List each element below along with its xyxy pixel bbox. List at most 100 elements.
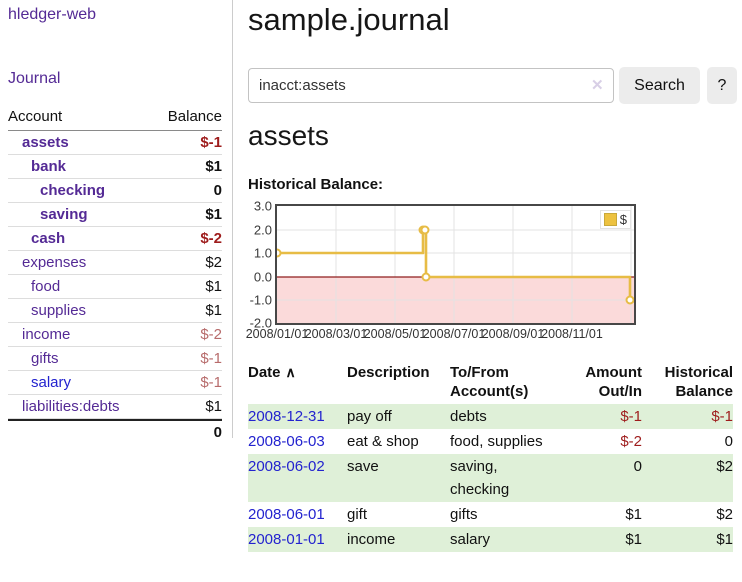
transaction-amount: $1	[625, 531, 642, 548]
account-row-cash: cash $-2	[8, 227, 222, 251]
date-header-label: Date	[248, 364, 281, 381]
transaction-balance: $2	[716, 506, 733, 523]
table-row: 2008-06-01 gift gifts $1 $2	[248, 502, 733, 527]
y-axis-tick: -1.0	[249, 292, 272, 308]
transaction-date-link[interactable]: 2008-06-03	[248, 433, 325, 450]
y-axis-tick: 1.0	[253, 245, 272, 261]
chart-canvas	[272, 206, 635, 323]
account-link[interactable]: checking	[40, 182, 106, 199]
transaction-description: pay off	[347, 408, 392, 425]
table-row: 2008-06-03 eat & shop food, supplies $-2…	[248, 429, 733, 454]
legend-label: $	[619, 212, 627, 227]
sidebar: hledger-web Journal Account Balance asse…	[0, 0, 233, 441]
clear-search-icon[interactable]: ✕	[591, 77, 604, 94]
account-balance: $1	[205, 206, 222, 223]
account-link[interactable]: bank	[31, 158, 67, 175]
transaction-description: eat & shop	[347, 433, 419, 450]
accounts-table: Account Balance assets $-1 bank $1 check…	[8, 104, 222, 443]
transaction-date-link[interactable]: 2008-12-31	[248, 408, 325, 425]
account-link[interactable]: supplies	[31, 302, 87, 319]
account-link[interactable]: gifts	[31, 350, 59, 367]
account-row-expenses: expenses $2	[8, 251, 222, 275]
account-link[interactable]: cash	[31, 230, 66, 247]
balance-column-header: Balance	[167, 108, 222, 125]
account-link[interactable]: salary	[31, 374, 72, 391]
account-row-income: income $-2	[8, 323, 222, 347]
transaction-description: save	[347, 458, 379, 475]
balance-column-header: Historical Balance	[664, 364, 733, 400]
account-link[interactable]: liabilities:debts	[22, 398, 120, 415]
transaction-accounts: saving, checking	[450, 458, 510, 498]
account-balance: $1	[205, 398, 222, 415]
account-row-saving: saving $1	[8, 203, 222, 227]
transaction-amount: $-2	[620, 433, 642, 450]
search-input[interactable]	[248, 68, 614, 103]
transaction-accounts: gifts	[450, 506, 478, 523]
transaction-date-link[interactable]: 2008-06-02	[248, 458, 325, 475]
account-balance: $2	[205, 254, 222, 271]
x-axis-tick: 2008/01/01	[245, 327, 309, 341]
account-balance: $1	[205, 302, 222, 319]
accounts-total-value: 0	[213, 423, 222, 441]
x-axis-tick: 2008/07/01	[422, 327, 486, 341]
y-axis-tick: 0.0	[253, 269, 272, 285]
y-axis-tick: 2.0	[253, 222, 272, 238]
transaction-date-link[interactable]: 2008-06-01	[248, 506, 325, 523]
account-link[interactable]: assets	[22, 134, 69, 151]
account-row-supplies: supplies $1	[8, 299, 222, 323]
x-axis-tick: 2008/03/01	[304, 327, 368, 341]
chart-section-label: Historical Balance:	[248, 176, 384, 193]
account-balance: $-1	[200, 134, 222, 151]
historical-balance-chart: $	[272, 204, 636, 325]
app-title-link[interactable]: hledger-web	[8, 6, 97, 23]
account-link[interactable]: saving	[40, 206, 88, 223]
sort-ascending-icon: ∧	[285, 364, 296, 380]
account-row-assets: assets $-1	[8, 131, 222, 155]
page-title: sample.journal	[248, 2, 450, 37]
account-link[interactable]: food	[31, 278, 61, 295]
chart-legend: $	[599, 210, 631, 229]
transaction-balance: 0	[724, 433, 733, 450]
account-link[interactable]: expenses	[22, 254, 87, 271]
transaction-description: income	[347, 531, 396, 548]
sidebar-item-journal[interactable]: Journal	[8, 70, 61, 87]
account-row-checking: checking 0	[8, 179, 222, 203]
accounts-table-header: Account Balance	[8, 104, 222, 131]
date-column-header[interactable]: Date ∧	[248, 362, 347, 404]
data-point-marker	[625, 295, 635, 305]
accounts-column-header: To/From Account(s)	[450, 364, 529, 400]
account-balance: $-1	[200, 374, 222, 391]
data-point-marker	[420, 225, 430, 235]
data-point-marker	[421, 272, 431, 282]
account-heading: assets	[248, 120, 329, 151]
account-balance: $-2	[200, 230, 222, 247]
x-axis-tick: 2008/09/01	[481, 327, 545, 341]
transaction-accounts: food, supplies	[450, 433, 543, 450]
search-button[interactable]: Search	[619, 67, 700, 104]
x-axis-tick: 2008/05/01	[363, 327, 427, 341]
account-row-salary: salary $-1	[8, 371, 222, 395]
account-balance: $1	[205, 158, 222, 175]
transaction-accounts: debts	[450, 408, 487, 425]
transaction-description: gift	[347, 506, 368, 523]
transaction-balance: $2	[716, 458, 733, 475]
help-button[interactable]: ?	[707, 67, 737, 104]
account-balance: $1	[205, 278, 222, 295]
y-axis-tick: -2.0	[249, 315, 272, 331]
account-balance: 0	[213, 182, 222, 199]
transaction-balance: $1	[716, 531, 733, 548]
accounts-total-row: 0	[8, 419, 222, 443]
account-link[interactable]: income	[22, 326, 71, 343]
y-axis-tick: 3.0	[253, 198, 272, 214]
x-axis-tick: 2008/11/01	[541, 327, 603, 341]
account-balance: $-1	[200, 350, 222, 367]
description-column-header: Description	[347, 364, 430, 381]
transaction-balance: $-1	[711, 408, 733, 425]
legend-swatch	[603, 213, 617, 226]
transaction-amount: $1	[625, 506, 642, 523]
table-row: 2008-06-02 save saving, checking 0 $2	[248, 454, 733, 502]
transaction-date-link[interactable]: 2008-01-01	[248, 531, 325, 548]
transaction-amount: $-1	[620, 408, 642, 425]
data-point-marker	[272, 248, 282, 258]
register-header-row: Date ∧ Description To/From Account(s) Amo…	[248, 362, 733, 404]
